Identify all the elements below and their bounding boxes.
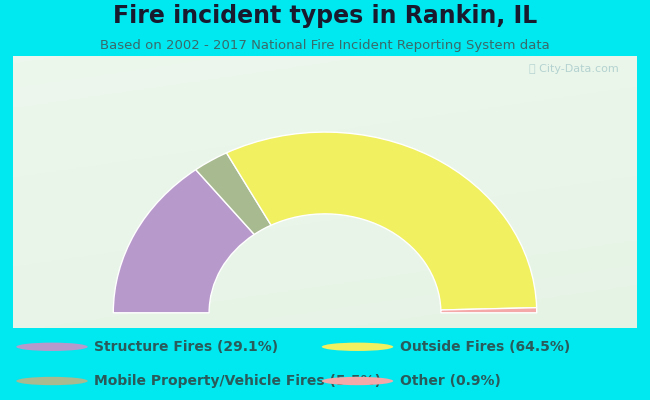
Circle shape — [322, 343, 393, 351]
Text: Other (0.9%): Other (0.9%) — [400, 374, 500, 388]
Wedge shape — [226, 132, 537, 310]
Circle shape — [16, 377, 88, 385]
Wedge shape — [113, 170, 254, 313]
Wedge shape — [441, 308, 537, 313]
Text: Fire incident types in Rankin, IL: Fire incident types in Rankin, IL — [113, 4, 537, 28]
Wedge shape — [196, 153, 271, 234]
Circle shape — [16, 343, 88, 351]
Circle shape — [322, 377, 393, 385]
Text: Structure Fires (29.1%): Structure Fires (29.1%) — [94, 340, 278, 354]
Text: Outside Fires (64.5%): Outside Fires (64.5%) — [400, 340, 570, 354]
Text: ⓘ City-Data.com: ⓘ City-Data.com — [528, 64, 618, 74]
Text: Based on 2002 - 2017 National Fire Incident Reporting System data: Based on 2002 - 2017 National Fire Incid… — [100, 40, 550, 52]
Text: Mobile Property/Vehicle Fires (5.5%): Mobile Property/Vehicle Fires (5.5%) — [94, 374, 382, 388]
